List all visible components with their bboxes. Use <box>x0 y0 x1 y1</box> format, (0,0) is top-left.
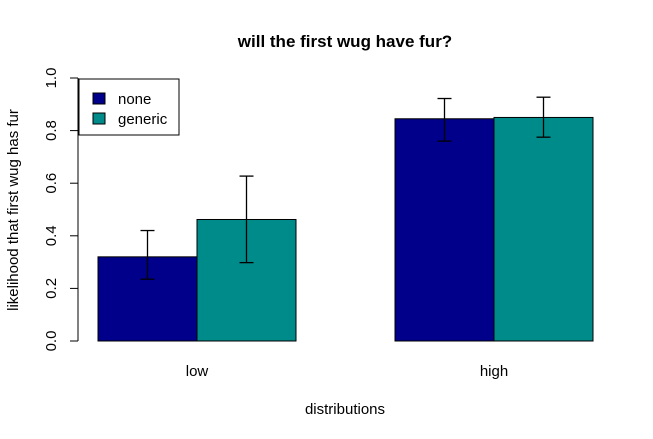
y-tick-label: 0.0 <box>43 331 60 352</box>
y-tick-label: 0.2 <box>43 278 60 299</box>
y-axis-label: likelihood that first wug has fur <box>5 109 22 311</box>
x-axis-label: distributions <box>305 401 385 418</box>
legend-swatch-none <box>92 92 106 105</box>
bar-generic-high <box>493 116 594 342</box>
x-category-label: low <box>186 363 209 380</box>
legend-box <box>78 78 180 136</box>
legend-label-generic: generic <box>118 111 168 128</box>
legend-swatch-generic <box>92 112 106 125</box>
y-tick-label: 0.6 <box>43 173 60 194</box>
y-tick-label: 1.0 <box>43 68 60 89</box>
y-tick-label: 0.8 <box>43 120 60 141</box>
x-category-label: high <box>480 363 508 380</box>
chart-title: will the first wug have fur? <box>237 32 452 51</box>
y-tick-label: 0.4 <box>43 225 60 246</box>
plot-area: 0.0 0.2 0.4 0.6 0.8 1.0 low high none generic <box>43 68 594 380</box>
bar-none-high <box>394 118 495 342</box>
legend-label-none: none <box>118 91 151 108</box>
